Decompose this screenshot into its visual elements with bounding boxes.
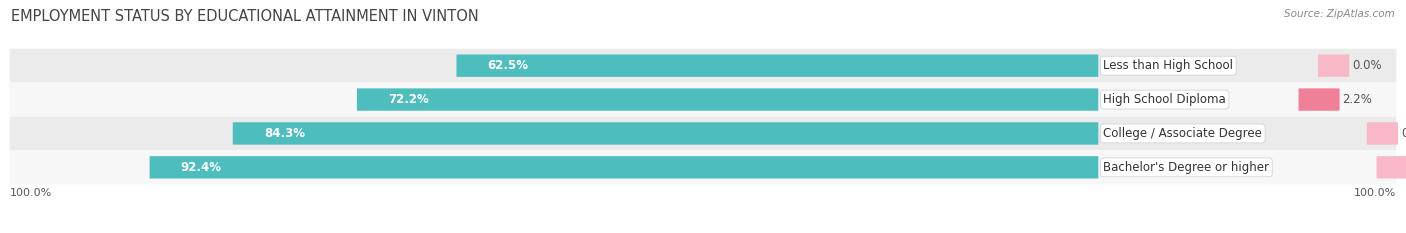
Text: EMPLOYMENT STATUS BY EDUCATIONAL ATTAINMENT IN VINTON: EMPLOYMENT STATUS BY EDUCATIONAL ATTAINM…: [11, 9, 479, 24]
FancyBboxPatch shape: [233, 122, 1098, 145]
Text: 0.0%: 0.0%: [1353, 59, 1382, 72]
FancyBboxPatch shape: [457, 55, 1098, 77]
Text: 100.0%: 100.0%: [1354, 188, 1396, 198]
FancyBboxPatch shape: [1317, 55, 1350, 77]
Text: Less than High School: Less than High School: [1104, 59, 1233, 72]
Text: 100.0%: 100.0%: [10, 188, 52, 198]
FancyBboxPatch shape: [10, 49, 1396, 83]
Text: Source: ZipAtlas.com: Source: ZipAtlas.com: [1284, 9, 1395, 19]
Text: 0.0%: 0.0%: [1400, 127, 1406, 140]
FancyBboxPatch shape: [1367, 122, 1398, 145]
FancyBboxPatch shape: [149, 156, 1098, 178]
FancyBboxPatch shape: [10, 116, 1396, 150]
Text: High School Diploma: High School Diploma: [1104, 93, 1226, 106]
Text: 62.5%: 62.5%: [488, 59, 529, 72]
Text: College / Associate Degree: College / Associate Degree: [1104, 127, 1263, 140]
Text: Bachelor's Degree or higher: Bachelor's Degree or higher: [1104, 161, 1270, 174]
FancyBboxPatch shape: [1376, 156, 1406, 178]
Text: 92.4%: 92.4%: [180, 161, 222, 174]
FancyBboxPatch shape: [10, 150, 1396, 184]
FancyBboxPatch shape: [1299, 88, 1340, 111]
Text: 2.2%: 2.2%: [1343, 93, 1372, 106]
FancyBboxPatch shape: [10, 83, 1396, 116]
Text: 84.3%: 84.3%: [264, 127, 305, 140]
Text: 72.2%: 72.2%: [388, 93, 429, 106]
FancyBboxPatch shape: [357, 88, 1098, 111]
